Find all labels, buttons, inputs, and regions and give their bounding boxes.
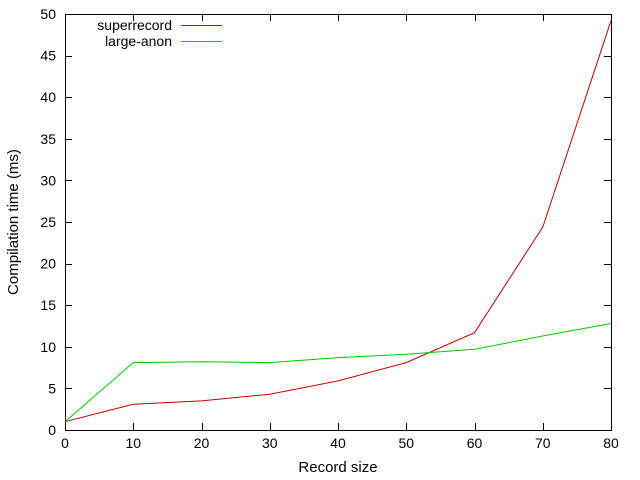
axis-tick-labels: 0 10 20 30 40 50 60 70 80 0 5 10 15 20 25 30 35 40 45 50 (40, 6, 619, 451)
y-tick-label: 15 (40, 297, 56, 313)
y-tick-label: 30 (40, 172, 56, 188)
y-tick-label: 10 (40, 339, 56, 355)
y-axis-label: Compilation time (ms) (5, 149, 22, 295)
plot-frame (65, 14, 612, 431)
y-tick-label: 40 (40, 89, 56, 105)
x-tick-label: 0 (61, 435, 69, 451)
legend-label-large-anon: large-anon (105, 33, 172, 49)
legend-label-superrecord: superrecord (97, 17, 172, 33)
x-tick-label: 20 (194, 435, 210, 451)
x-tick-label: 40 (330, 435, 346, 451)
y-tick-label: 0 (48, 422, 56, 438)
series-lines (64, 20, 612, 423)
axis-ticks (65, 14, 612, 431)
x-tick-label: 10 (125, 435, 141, 451)
y-tick-label: 35 (40, 131, 56, 147)
x-tick-label: 80 (603, 435, 619, 451)
series-line-large-anon (64, 323, 612, 423)
series-line-superrecord (64, 20, 612, 423)
y-tick-label: 20 (40, 256, 56, 272)
x-tick-label: 50 (398, 435, 414, 451)
x-tick-label: 60 (467, 435, 483, 451)
y-tick-label: 50 (40, 6, 56, 22)
x-tick-label: 30 (262, 435, 278, 451)
y-tick-label: 45 (40, 48, 56, 64)
y-tick-label: 25 (40, 214, 56, 230)
x-tick-label: 70 (535, 435, 551, 451)
y-tick-label: 5 (48, 380, 56, 396)
x-axis-label: Record size (298, 459, 377, 476)
